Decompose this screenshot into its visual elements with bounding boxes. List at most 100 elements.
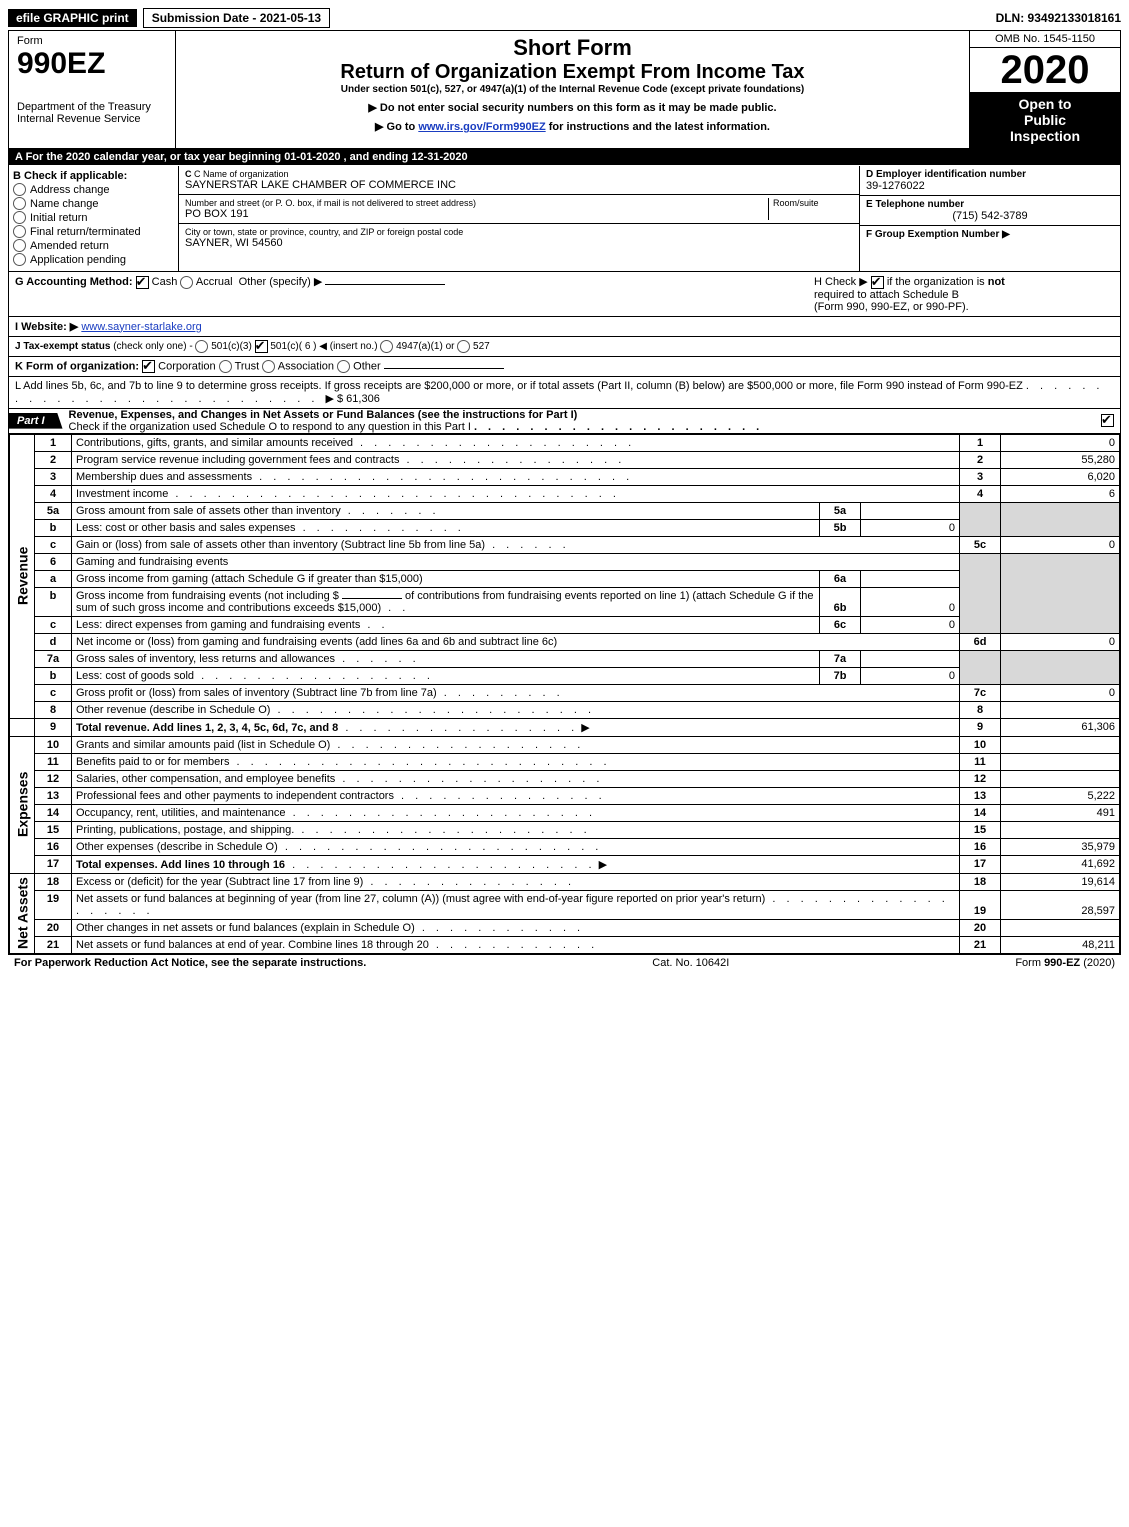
opt-trust: Trust [235, 360, 260, 372]
opt-other: Other (specify) ▶ [239, 276, 323, 288]
chk-initial-return[interactable] [13, 211, 26, 224]
line6c-sv: 0 [861, 616, 960, 633]
line17-val: 41,692 [1001, 855, 1120, 873]
line5c-ln: 5c [960, 536, 1001, 553]
line7b-sv: 0 [861, 667, 960, 684]
shade-7a [960, 650, 1001, 667]
chk-527[interactable] [457, 340, 470, 353]
line6-num: 6 [35, 553, 72, 570]
line15-num: 15 [35, 821, 72, 838]
part1-tag: Part I [9, 413, 63, 429]
line6c-desc: Less: direct expenses from gaming and fu… [72, 616, 820, 633]
website-link[interactable]: www.sayner-starlake.org [81, 321, 201, 333]
footer-center: Cat. No. 10642I [366, 957, 1015, 969]
opt-cash: Cash [152, 276, 178, 288]
line7c-val: 0 [1001, 684, 1120, 701]
expenses-label: Expenses [10, 736, 35, 873]
line6b-sv: 0 [861, 587, 960, 616]
opt-501c: 501(c)( 6 ) ◀ (insert no.) [270, 341, 377, 352]
title-return: Return of Organization Exempt From Incom… [184, 61, 961, 84]
chk-501c[interactable] [255, 340, 268, 353]
dept-label: Department of the Treasury [17, 101, 167, 113]
goto-post: for instructions and the latest informat… [549, 121, 770, 133]
chk-amended-return[interactable] [13, 239, 26, 252]
shade-5a-v [1001, 502, 1120, 519]
footer-right: Form 990-EZ (2020) [1015, 957, 1115, 969]
chk-other-org[interactable] [337, 360, 350, 373]
chk-schedule-o[interactable] [1101, 414, 1114, 427]
line16-ln: 16 [960, 838, 1001, 855]
line7b-desc: Less: cost of goods sold . . . . . . . .… [72, 667, 820, 684]
h-text1: H Check ▶ [814, 276, 868, 288]
chk-cash[interactable] [136, 276, 149, 289]
chk-501c3[interactable] [195, 340, 208, 353]
line10-val [1001, 736, 1120, 753]
line1-desc: Contributions, gifts, grants, and simila… [72, 434, 960, 451]
footer-row: For Paperwork Reduction Act Notice, see … [8, 955, 1121, 971]
info-grid: B Check if applicable: Address change Na… [9, 166, 1120, 272]
opt-corporation: Corporation [158, 360, 215, 372]
chk-trust[interactable] [219, 360, 232, 373]
chk-schedule-b[interactable] [871, 276, 884, 289]
ein-value: 39-1276022 [866, 180, 1114, 192]
line17-ln: 17 [960, 855, 1001, 873]
line9-desc: Total revenue. Add lines 1, 2, 3, 4, 5c,… [72, 718, 960, 736]
line19-val: 28,597 [1001, 890, 1120, 919]
tax-year-row: A For the 2020 calendar year, or tax yea… [9, 149, 1120, 166]
c-label: C C Name of organization [185, 169, 853, 179]
chk-final-return[interactable] [13, 225, 26, 238]
line6a-num: a [35, 570, 72, 587]
city-value: SAYNER, WI 54560 [185, 237, 853, 249]
h-not: not [988, 276, 1005, 288]
line13-num: 13 [35, 787, 72, 804]
title-short-form: Short Form [184, 35, 961, 61]
form-container: Form 990EZ Department of the Treasury In… [8, 30, 1121, 955]
line10-ln: 10 [960, 736, 1001, 753]
opt-initial-return: Initial return [30, 212, 87, 224]
line7a-sn: 7a [820, 650, 861, 667]
chk-4947[interactable] [380, 340, 393, 353]
line1-num: 1 [35, 434, 72, 451]
chk-application-pending[interactable] [13, 253, 26, 266]
chk-corporation[interactable] [142, 360, 155, 373]
chk-name-change[interactable] [13, 197, 26, 210]
j-small: (check only one) - [113, 341, 192, 352]
line7c-num: c [35, 684, 72, 701]
line6a-sv [861, 570, 960, 587]
line7b-num: b [35, 667, 72, 684]
line2-desc: Program service revenue including govern… [72, 451, 960, 468]
phone-value: (715) 542-3789 [866, 210, 1114, 222]
line5c-desc: Gain or (loss) from sale of assets other… [72, 536, 960, 553]
part1-header: Part I Revenue, Expenses, and Changes in… [9, 409, 1120, 434]
shade-7a-v [1001, 650, 1120, 667]
line20-num: 20 [35, 919, 72, 936]
line19-num: 19 [35, 890, 72, 919]
part1-check-note: Check if the organization used Schedule … [69, 421, 471, 433]
line8-num: 8 [35, 701, 72, 718]
opt-4947: 4947(a)(1) or [396, 341, 454, 352]
irs-link[interactable]: www.irs.gov/Form990EZ [418, 121, 545, 133]
opt-name-change: Name change [30, 198, 99, 210]
line4-desc: Investment income . . . . . . . . . . . … [72, 485, 960, 502]
line20-val [1001, 919, 1120, 936]
line5c-num: c [35, 536, 72, 553]
line17-desc: Total expenses. Add lines 10 through 16 … [72, 855, 960, 873]
opt-amended-return: Amended return [30, 240, 109, 252]
line20-desc: Other changes in net assets or fund bala… [72, 919, 960, 936]
inspect-line2: Public [972, 112, 1118, 128]
note-goto: ▶ Go to www.irs.gov/Form990EZ for instru… [184, 120, 961, 133]
chk-association[interactable] [262, 360, 275, 373]
header-right: OMB No. 1545-1150 2020 Open to Public In… [969, 31, 1120, 148]
section-c: C C Name of organization SAYNERSTAR LAKE… [179, 166, 860, 271]
chk-address-change[interactable] [13, 183, 26, 196]
f-label: F Group Exemption Number ▶ [866, 229, 1114, 240]
chk-accrual[interactable] [180, 276, 193, 289]
line6a-sn: 6a [820, 570, 861, 587]
inspect-line1: Open to [972, 96, 1118, 112]
part1-dots: . . . . . . . . . . . . . . . . . . . . … [474, 421, 763, 433]
shade-6a [960, 570, 1001, 587]
line6d-val: 0 [1001, 633, 1120, 650]
room-label: Room/suite [768, 198, 853, 220]
line14-ln: 14 [960, 804, 1001, 821]
line15-desc: Printing, publications, postage, and shi… [72, 821, 960, 838]
